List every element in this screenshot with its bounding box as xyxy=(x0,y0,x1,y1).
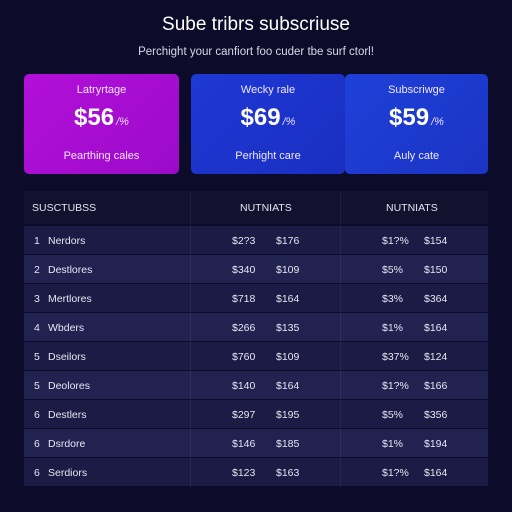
row-value: $5% xyxy=(382,409,404,421)
table-row[interactable]: 6 Serdiors $123 $163 $1?% $164 xyxy=(24,458,488,486)
row-value: $163 xyxy=(276,467,300,479)
row-number: 6 xyxy=(34,409,40,421)
table-header: SUSCTUBSS NUTNIATS NUTNIATS xyxy=(24,191,488,224)
table-row[interactable]: 3 Mertlores $718 $164 $3% $364 xyxy=(24,284,488,312)
row-value: $718 xyxy=(232,293,256,305)
row-value: $164 xyxy=(276,380,300,392)
row-number: 6 xyxy=(34,467,40,479)
row-number: 2 xyxy=(34,264,40,276)
row-value: $1?% xyxy=(382,235,409,247)
card-label: Latryrtage xyxy=(76,84,127,96)
row-value: $164 xyxy=(276,293,300,305)
row-value: $37% xyxy=(382,351,409,363)
table-row[interactable]: 1 Nerdors $2?3 $176 $1?% $154 xyxy=(24,226,488,254)
table-row[interactable]: 4 Wbders $266 $135 $1% $164 xyxy=(24,313,488,341)
row-name: Destlores xyxy=(48,264,93,276)
row-value: $1% xyxy=(382,322,404,334)
column-header[interactable]: NUTNIATS xyxy=(240,202,292,214)
row-value: $2?3 xyxy=(232,235,256,247)
column-header[interactable]: NUTNIATS xyxy=(386,202,438,214)
row-name: Dsrdore xyxy=(48,438,86,450)
row-value: $140 xyxy=(232,380,256,392)
row-number: 5 xyxy=(34,351,40,363)
card-label: Subscriwge xyxy=(388,84,445,96)
row-value: $109 xyxy=(276,351,300,363)
row-number: 6 xyxy=(34,438,40,450)
card-price: $69/% xyxy=(191,104,345,132)
table-row[interactable]: 6 Dsrdore $146 $185 $1% $194 xyxy=(24,429,488,457)
row-value: $146 xyxy=(232,438,256,450)
row-value: $5% xyxy=(382,264,404,276)
pricing-card-3[interactable]: Subscriwge $59/% Auly cate xyxy=(345,74,488,174)
row-value: $166 xyxy=(424,380,448,392)
table-row[interactable]: 2 Destlores $340 $109 $5% $150 xyxy=(24,255,488,283)
row-value: $164 xyxy=(424,467,448,479)
pricing-card-2[interactable]: Wecky rale $69/% Perhight care xyxy=(191,74,345,174)
row-name: Nerdors xyxy=(48,235,86,247)
card-label: Wecky rale xyxy=(240,84,296,96)
row-value: $109 xyxy=(276,264,300,276)
row-name: Dseilors xyxy=(48,351,86,363)
row-value: $1?% xyxy=(382,380,409,392)
row-value: $124 xyxy=(424,351,448,363)
row-name: Destlers xyxy=(48,409,87,421)
row-number: 1 xyxy=(34,235,40,247)
card-price: $56/% xyxy=(24,104,179,132)
row-value: $760 xyxy=(232,351,256,363)
row-value: $364 xyxy=(424,293,448,305)
card-footer: Perhight care xyxy=(235,150,301,162)
row-name: Serdiors xyxy=(48,467,88,479)
column-header[interactable]: SUSCTUBSS xyxy=(32,202,97,214)
page-subtitle: Perchight your canfiort foo cuder tbe su… xyxy=(138,46,374,58)
row-value: $266 xyxy=(232,322,256,334)
row-number: 3 xyxy=(34,293,40,305)
table-row[interactable]: 5 Dseilors $760 $109 $37% $124 xyxy=(24,342,488,370)
card-price-value: $59 xyxy=(389,104,430,131)
pricing-cards: Latryrtage $56/% Pearthing cales Wecky r… xyxy=(24,74,488,174)
row-value: $3% xyxy=(382,293,404,305)
card-price-period: /% xyxy=(282,116,296,128)
column-divider xyxy=(190,191,191,488)
row-value: $185 xyxy=(276,438,300,450)
page-title: Sube tribrs subscriuse xyxy=(162,14,350,35)
row-number: 5 xyxy=(34,380,40,392)
table-row[interactable]: 6 Destlers $297 $195 $5% $356 xyxy=(24,400,488,428)
card-price-period: /% xyxy=(431,116,444,128)
card-footer: Pearthing cales xyxy=(63,150,140,162)
row-value: $123 xyxy=(232,467,256,479)
row-value: $135 xyxy=(276,322,300,334)
row-value: $164 xyxy=(424,322,448,334)
card-footer: Auly cate xyxy=(393,150,440,162)
row-name: Wbders xyxy=(48,322,85,334)
pricing-card-1[interactable]: Latryrtage $56/% Pearthing cales xyxy=(24,74,179,174)
row-value: $194 xyxy=(424,438,448,450)
row-value: $340 xyxy=(232,264,256,276)
row-value: $1% xyxy=(382,438,404,450)
row-value: $356 xyxy=(424,409,448,421)
table-row[interactable]: 5 Deolores $140 $164 $1?% $166 xyxy=(24,371,488,399)
row-value: $297 xyxy=(232,409,256,421)
row-value: $176 xyxy=(276,235,300,247)
card-price-value: $69 xyxy=(240,104,281,131)
card-price-period: /% xyxy=(116,116,129,128)
card-price: $59/% xyxy=(345,104,488,132)
subscription-table: SUSCTUBSS NUTNIATS NUTNIATS 1 Nerdors $2?3… xyxy=(24,191,488,488)
row-value: $1?% xyxy=(382,467,409,479)
row-name: Mertlores xyxy=(48,293,92,305)
row-name: Deolores xyxy=(48,380,91,392)
row-value: $154 xyxy=(424,235,448,247)
row-number: 4 xyxy=(34,322,40,334)
card-price-value: $56 xyxy=(74,104,115,131)
column-divider xyxy=(340,191,341,488)
row-value: $195 xyxy=(276,409,300,421)
row-value: $150 xyxy=(424,264,448,276)
